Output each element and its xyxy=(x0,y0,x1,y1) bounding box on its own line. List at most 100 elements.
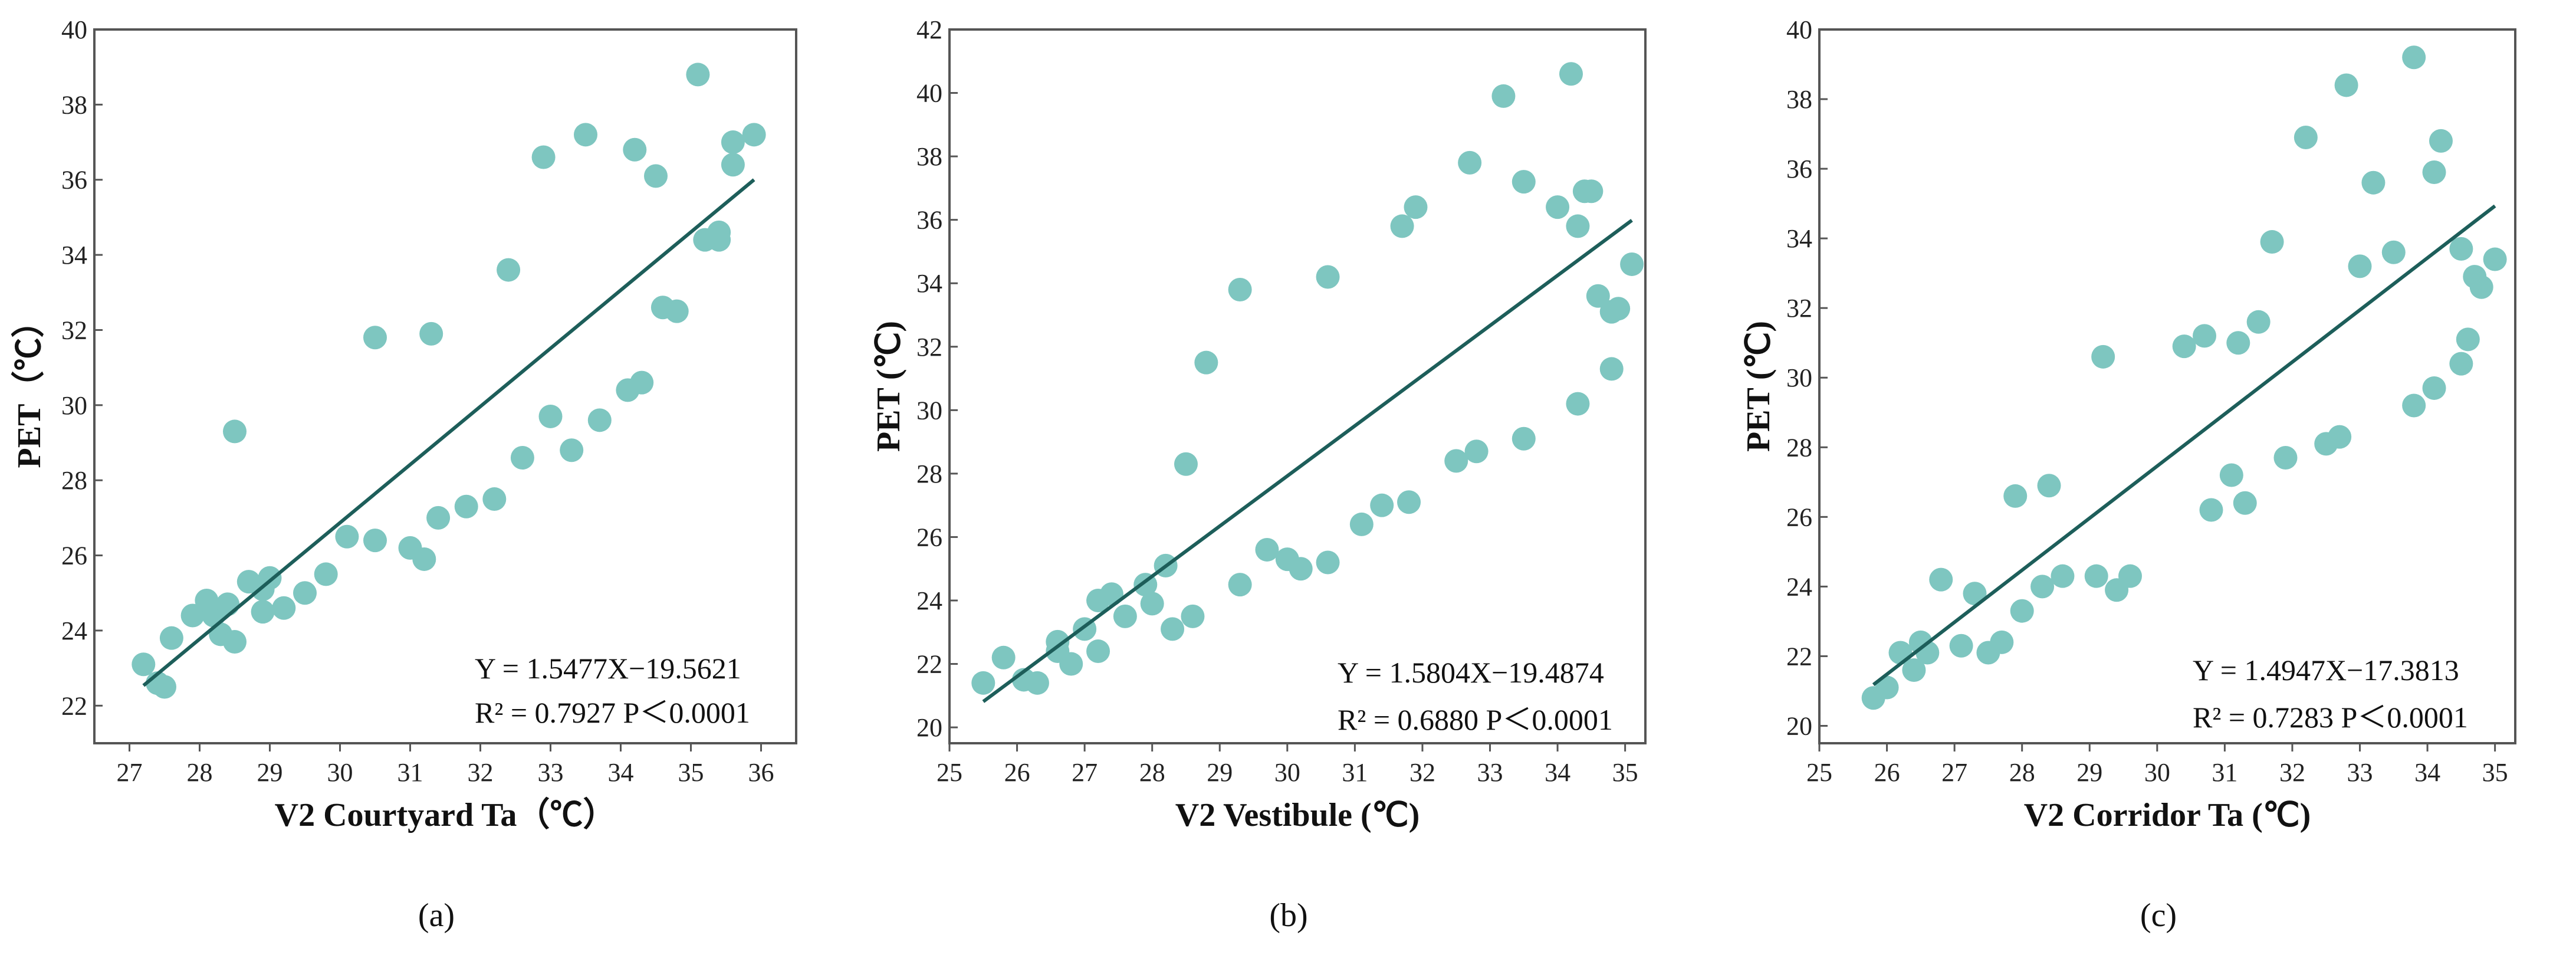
x-tick-label-b: 25 xyxy=(937,758,962,787)
data-point-c xyxy=(2449,352,2473,376)
regression-line-c xyxy=(1872,204,2496,687)
x-tick-label-a: 31 xyxy=(397,758,423,787)
panel-b: 20 22 24 26 28 30 32 34 36 38 40 42 25 26 27 28 29 30 31 3… xyxy=(870,15,1647,934)
y-axis-label-b: PET (℃) xyxy=(870,321,907,452)
plot-frame-c xyxy=(1818,28,2516,744)
x-axis-label-c: V2 Corridor Ta (℃) xyxy=(2024,797,2311,833)
data-point-a xyxy=(363,529,387,553)
equation-a: Y = 1.5477X−19.5621 xyxy=(475,652,741,685)
points-b xyxy=(971,62,1644,695)
panel-label-b: (b) xyxy=(1269,897,1307,934)
stats-a: R² = 0.7927 P＜0.0001 xyxy=(475,696,750,729)
data-point-b xyxy=(1512,426,1536,451)
data-point-c xyxy=(2402,393,2426,418)
data-point-a xyxy=(314,562,338,586)
data-point-a xyxy=(251,600,275,624)
data-point-c xyxy=(2348,254,2372,278)
y-tick-label-b: 20 xyxy=(916,713,942,742)
data-point-a xyxy=(216,592,240,616)
data-point-b xyxy=(1025,671,1049,695)
plot-frame-a xyxy=(93,28,797,744)
data-point-b xyxy=(1512,170,1536,194)
data-point-c xyxy=(2193,324,2217,348)
panel-c: 20 22 24 26 28 30 32 34 36 38 40 25 26 27 28 29 30 31 32 3… xyxy=(1740,15,2516,934)
y-tick-label-a: 34 xyxy=(61,241,87,270)
data-point-b xyxy=(1464,439,1489,464)
data-point-b xyxy=(1546,195,1570,219)
data-point-b xyxy=(1181,604,1205,628)
data-point-c xyxy=(2361,170,2386,195)
y-tick-label-b: 42 xyxy=(916,15,942,44)
data-point-b xyxy=(1228,277,1252,301)
data-point-c xyxy=(2246,310,2271,334)
data-point-c xyxy=(2483,247,2507,271)
y-tick-label-a: 28 xyxy=(61,466,87,495)
plot-frame-b xyxy=(948,28,1647,744)
data-point-b xyxy=(1579,179,1604,204)
data-point-c xyxy=(2030,575,2055,599)
y-tick-label-a: 24 xyxy=(61,616,87,645)
x-tick-label-a: 33 xyxy=(538,758,564,787)
data-point-b xyxy=(1161,617,1185,641)
y-tick-label-b: 32 xyxy=(916,333,942,362)
y-tick-label-c: 30 xyxy=(1786,363,1812,392)
regression-line-b xyxy=(982,219,1633,703)
panel-a: 22 24 26 28 30 32 34 36 38 40 27 28 29 30 31 32 33 34 35 3… xyxy=(11,15,797,934)
data-point-a xyxy=(538,404,563,428)
y-tick-label-c: 26 xyxy=(1786,503,1812,531)
data-point-b xyxy=(1113,604,1137,628)
x-tick-label-c: 28 xyxy=(2009,758,2035,787)
data-point-c xyxy=(2118,564,2142,588)
y-tick-label-a: 30 xyxy=(61,391,87,420)
data-point-b xyxy=(1599,357,1624,381)
data-point-a xyxy=(707,220,731,244)
y-ticks-b: 20 22 24 26 28 30 32 34 36 38 40 42 xyxy=(916,15,958,742)
x-tick-label-c: 32 xyxy=(2279,758,2305,787)
y-tick-label-c: 32 xyxy=(1786,294,1812,323)
x-tick-label-c: 30 xyxy=(2144,758,2170,787)
data-point-b xyxy=(971,671,995,695)
data-point-a xyxy=(630,370,654,395)
y-tick-label-b: 28 xyxy=(916,460,942,488)
x-tick-label-b: 31 xyxy=(1342,758,1368,787)
data-point-a xyxy=(497,258,521,282)
data-point-b xyxy=(1194,350,1218,375)
data-point-a xyxy=(686,63,710,87)
y-ticks-a: 22 24 26 28 30 32 34 36 38 40 xyxy=(61,15,103,720)
x-tick-label-c: 27 xyxy=(1941,758,1967,787)
x-tick-label-b: 26 xyxy=(1004,758,1030,787)
data-point-a xyxy=(510,446,534,470)
y-tick-label-b: 40 xyxy=(916,79,942,108)
data-point-b xyxy=(1586,284,1610,308)
data-point-b xyxy=(1620,252,1644,276)
data-point-b xyxy=(1086,639,1110,664)
data-point-a xyxy=(574,123,597,147)
data-point-a xyxy=(180,603,205,628)
x-tick-label-c: 31 xyxy=(2212,758,2237,787)
y-tick-label-b: 38 xyxy=(916,142,942,171)
data-point-a xyxy=(644,164,668,188)
x-tick-label-b: 27 xyxy=(1072,758,1098,787)
y-tick-label-a: 40 xyxy=(61,15,87,44)
data-point-c xyxy=(2273,446,2298,470)
data-point-c xyxy=(2469,275,2493,299)
x-tick-label-b: 29 xyxy=(1207,758,1233,787)
data-point-c xyxy=(2051,564,2075,588)
data-point-b xyxy=(1491,84,1516,108)
points-a xyxy=(132,63,766,699)
data-point-b xyxy=(1559,62,1583,86)
data-point-c xyxy=(2328,425,2352,449)
y-tick-label-a: 36 xyxy=(61,166,87,195)
x-tick-label-c: 35 xyxy=(2482,758,2508,787)
data-point-c xyxy=(2037,474,2061,498)
x-tick-label-b: 32 xyxy=(1409,758,1435,787)
equation-b: Y = 1.5804X−19.4874 xyxy=(1338,656,1604,689)
data-point-b xyxy=(1390,214,1414,238)
data-point-a xyxy=(335,524,359,549)
data-point-c xyxy=(1875,675,1899,700)
data-point-c xyxy=(2429,129,2453,153)
data-point-b xyxy=(1316,265,1340,289)
y-axis-label-c: PET (℃) xyxy=(1740,321,1777,452)
x-tick-label-b: 28 xyxy=(1139,758,1165,787)
x-tick-label-b: 30 xyxy=(1274,758,1300,787)
